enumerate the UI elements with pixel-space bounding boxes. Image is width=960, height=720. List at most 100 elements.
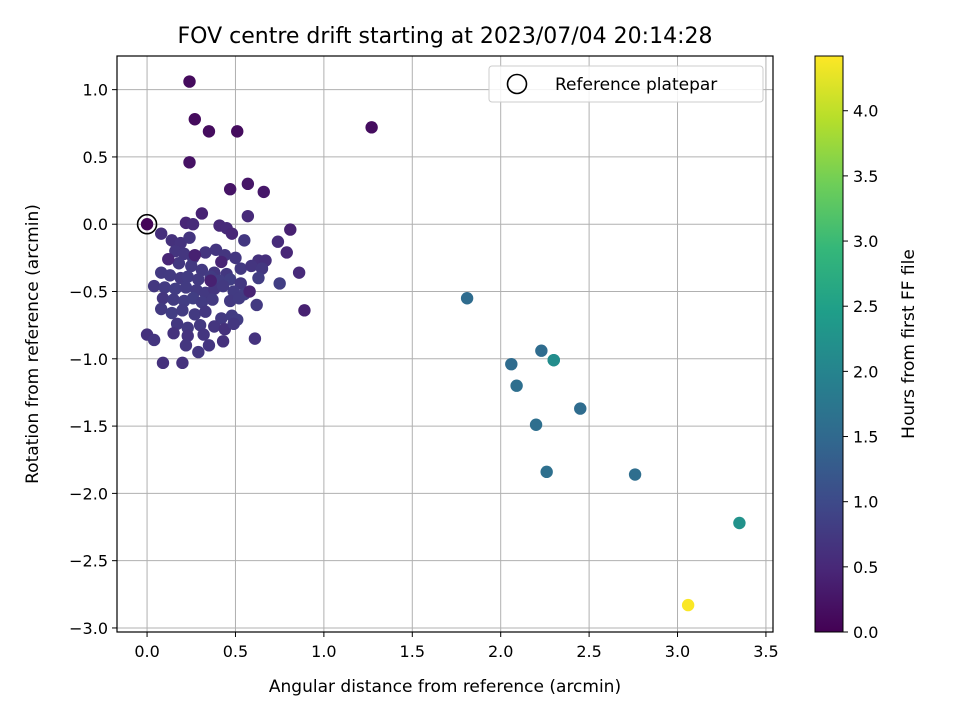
data-point <box>681 598 695 612</box>
y-tick-label: −0.5 <box>69 283 108 302</box>
data-point <box>292 266 306 279</box>
data-point <box>460 292 474 305</box>
x-tick-label: 1.0 <box>311 642 336 661</box>
data-point <box>241 177 255 191</box>
data-point <box>248 332 262 345</box>
data-point <box>284 223 297 236</box>
colorbar-tick-label: 1.5 <box>853 428 878 447</box>
data-point <box>243 285 256 298</box>
data-point <box>176 356 189 370</box>
y-tick-label: −1.5 <box>69 417 108 436</box>
data-point <box>199 246 212 259</box>
plot-frame <box>116 55 774 633</box>
x-tick-label: 0.5 <box>223 642 248 661</box>
x-axis-ticks: 0.0 0.5 1.0 1.5 2.0 2.5 3.0 3.5 <box>134 632 779 661</box>
data-point <box>188 308 202 321</box>
colorbar-tick-label: 4.0 <box>853 102 878 121</box>
data-point <box>535 344 548 357</box>
data-point <box>232 292 246 305</box>
data-point <box>186 218 200 231</box>
data-point <box>505 357 518 371</box>
data-point <box>188 248 202 262</box>
data-point <box>257 185 270 199</box>
chart-title: FOV centre drift starting at 2023/07/04 … <box>178 24 713 49</box>
colorbar-label: Hours from first FF file <box>899 249 919 439</box>
x-tick-label: 0.0 <box>134 642 159 661</box>
data-point <box>183 231 196 244</box>
x-tick-label: 2.5 <box>576 642 601 661</box>
data-point <box>271 235 285 248</box>
data-point <box>172 257 186 270</box>
data-point <box>215 312 228 325</box>
data-point <box>547 353 560 367</box>
data-point <box>165 306 179 320</box>
data-point <box>250 298 263 312</box>
y-tick-label: 0.0 <box>83 215 108 234</box>
data-point <box>181 329 194 343</box>
data-points <box>140 75 746 612</box>
legend: Reference platepar <box>488 65 764 103</box>
x-tick-label: 3.0 <box>665 642 690 661</box>
colorbar-tick-label: 0.5 <box>853 558 878 577</box>
data-point <box>179 339 193 352</box>
colorbar-fill <box>815 56 843 632</box>
data-point <box>167 293 180 306</box>
colorbar: 0.0 0.5 1.0 1.5 2.0 2.5 3.0 3.5 4.0 Hours from f… <box>814 55 919 642</box>
data-point <box>163 269 177 282</box>
x-tick-label: 3.5 <box>753 642 778 661</box>
data-point <box>183 75 196 88</box>
data-point <box>628 468 642 481</box>
data-point <box>529 418 543 431</box>
data-point <box>155 227 168 240</box>
data-point <box>195 207 209 220</box>
data-point <box>192 345 205 359</box>
data-point <box>245 259 258 273</box>
data-point <box>208 320 221 333</box>
colorbar-tick-label: 1.0 <box>853 493 878 512</box>
data-point <box>140 218 154 231</box>
data-point <box>169 282 182 296</box>
data-point <box>147 333 161 347</box>
data-point <box>156 292 170 305</box>
legend-marker <box>506 73 528 95</box>
y-tick-label: 1.0 <box>83 81 108 100</box>
x-tick-label: 1.5 <box>400 642 425 661</box>
grid-lines <box>117 56 773 632</box>
data-point <box>510 379 523 392</box>
data-point <box>199 305 212 318</box>
data-point <box>229 251 242 265</box>
data-point <box>215 255 228 269</box>
y-tick-label: −2.0 <box>69 484 108 503</box>
data-point <box>216 335 230 348</box>
colorbar-ticks: 0.0 0.5 1.0 1.5 2.0 2.5 3.0 3.5 4.0 <box>843 102 878 642</box>
data-point <box>155 302 168 316</box>
data-point <box>181 270 194 283</box>
data-point <box>179 281 193 294</box>
y-tick-label: −3.0 <box>69 619 108 638</box>
data-point <box>197 328 210 341</box>
data-point <box>202 339 216 352</box>
y-axis-ticks: −3.0 −2.5 −2.0 −1.5 −1.0 −0.5 0.0 0.5 1.0 <box>69 81 117 638</box>
data-point <box>195 263 209 277</box>
colorbar-tick-label: 3.0 <box>853 232 878 251</box>
data-point <box>206 293 219 306</box>
colorbar-tick-label: 2.0 <box>853 362 878 381</box>
data-point <box>234 277 247 290</box>
x-axis-label: Angular distance from reference (arcmin) <box>269 677 621 697</box>
data-point <box>188 113 202 126</box>
data-point <box>238 234 251 247</box>
colorbar-tick-label: 2.5 <box>853 297 878 316</box>
data-point <box>231 125 244 138</box>
data-point <box>193 318 207 332</box>
y-axis-label: Rotation from reference (arcmin) <box>23 204 43 484</box>
data-point <box>234 262 247 275</box>
data-point <box>280 246 293 259</box>
data-point <box>192 273 205 286</box>
legend-box <box>488 65 764 103</box>
data-point <box>202 125 216 138</box>
data-point <box>298 304 311 317</box>
data-point <box>216 279 230 293</box>
data-point <box>162 253 175 266</box>
y-tick-label: 0.5 <box>83 148 108 167</box>
